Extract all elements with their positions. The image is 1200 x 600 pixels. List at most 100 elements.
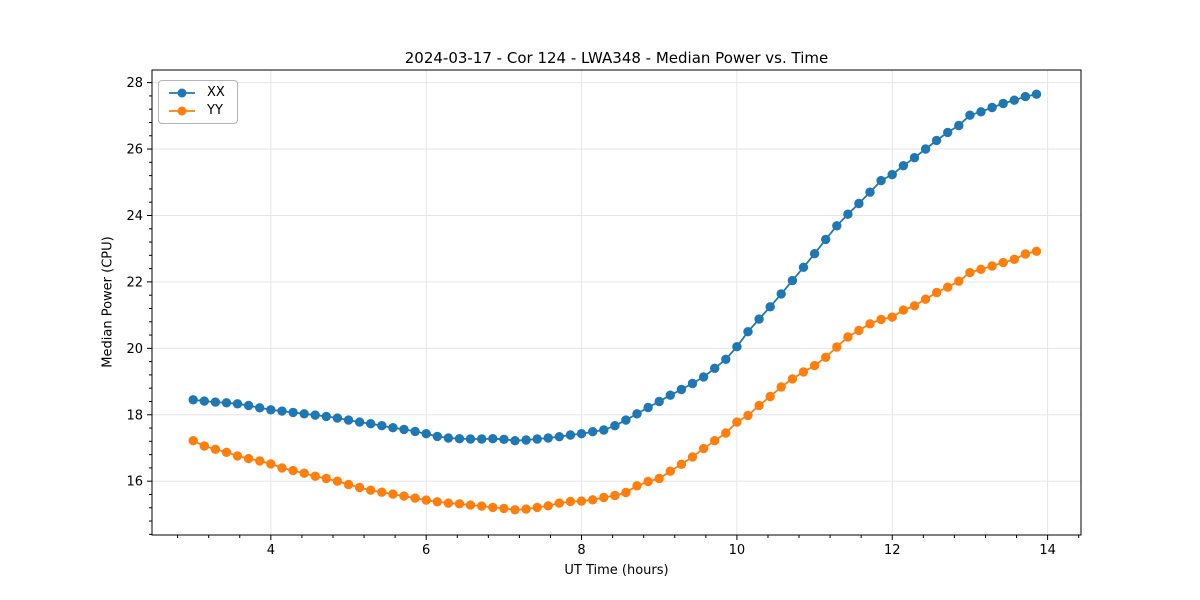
legend-label-yy: YY xyxy=(207,103,223,118)
series-xx-point xyxy=(710,363,720,373)
series-xx-point xyxy=(754,314,764,324)
series-yy-point xyxy=(710,436,720,446)
series-xx-point xyxy=(399,424,409,435)
series-yy-point xyxy=(765,391,775,402)
series-xx-point xyxy=(454,434,465,444)
series-yy-point xyxy=(499,503,509,514)
legend-swatch-dot xyxy=(177,106,187,116)
series-xx-point xyxy=(665,390,675,400)
series-xx-point xyxy=(787,275,798,286)
series-yy-point xyxy=(998,257,1008,268)
series-xx-point xyxy=(843,209,853,219)
series-yy xyxy=(188,246,1042,515)
series-yy-point xyxy=(743,410,753,421)
series-xx-point xyxy=(976,107,986,117)
series-xx-point xyxy=(698,372,709,382)
series-xx-point xyxy=(954,120,964,131)
ticks xyxy=(147,82,1080,540)
series-yy-point xyxy=(976,264,986,274)
x-tick-label: 14 xyxy=(1039,543,1056,558)
x-tick-label: 10 xyxy=(729,543,746,558)
y-tick-label: 26 xyxy=(126,143,143,158)
series-yy-point xyxy=(510,505,520,515)
series-yy-point xyxy=(343,479,354,490)
series-xx-point xyxy=(321,411,331,422)
series-yy-point xyxy=(676,459,687,469)
series-yy-point xyxy=(299,468,309,478)
series-yy-point xyxy=(621,487,631,498)
series-xx-point xyxy=(1031,89,1042,99)
legend-line-marker-icon xyxy=(169,88,195,98)
series-yy-point xyxy=(255,456,265,466)
series-yy-point xyxy=(432,497,442,507)
series-yy-point xyxy=(876,314,886,325)
series-yy-point xyxy=(643,476,653,487)
series-xx-point xyxy=(610,421,620,431)
series-xx-point xyxy=(765,302,775,312)
series-xx-point xyxy=(310,410,320,420)
series-yy-point xyxy=(754,400,764,411)
series-xx-point xyxy=(421,429,431,439)
series-yy-point xyxy=(477,501,487,511)
series-xx-point xyxy=(554,432,564,442)
chart-title: 2024-03-17 - Cor 124 - LWA348 - Median P… xyxy=(404,49,829,67)
series-yy-point xyxy=(465,500,476,510)
series-yy-point xyxy=(354,482,365,493)
series-yy-point xyxy=(776,382,786,392)
series-yy-point xyxy=(421,495,431,505)
series-xx-point xyxy=(832,221,842,231)
series-xx-point xyxy=(255,403,265,413)
series-xx-point xyxy=(477,434,487,444)
series-yy-point xyxy=(588,495,598,505)
series-yy-point xyxy=(288,465,298,476)
series-xx-point xyxy=(488,434,498,444)
series-xx-point xyxy=(510,436,520,446)
series-xx-point xyxy=(588,427,598,437)
series-xx-point xyxy=(1020,91,1031,102)
series-yy-point xyxy=(565,496,576,507)
series-yy-point xyxy=(898,305,909,315)
series-xx-point xyxy=(909,153,920,163)
series-xx-point xyxy=(854,198,864,209)
series-yy-point xyxy=(787,374,798,384)
series-xx-point xyxy=(499,434,509,444)
series-xx-point xyxy=(199,396,209,406)
series-xx-point xyxy=(366,419,376,429)
y-tick-label: 16 xyxy=(126,475,143,490)
series-yy-point xyxy=(632,481,642,491)
legend-label-xx: XX xyxy=(207,85,225,100)
x-tick-label: 12 xyxy=(884,543,901,558)
series-yy-point xyxy=(987,261,997,271)
series-yy-point xyxy=(576,496,587,506)
series-xx-point xyxy=(920,144,931,154)
series-yy-point xyxy=(687,452,698,462)
series-yy-point xyxy=(610,490,620,501)
series-yy-point xyxy=(332,476,343,486)
series-xx-point xyxy=(410,426,420,437)
series-xx-point xyxy=(277,406,287,416)
series-xx-point xyxy=(687,378,698,389)
series-xx-point xyxy=(676,384,687,395)
series-yy-point xyxy=(732,417,742,427)
series-xx-point xyxy=(743,327,753,337)
series-yy-point xyxy=(543,501,553,511)
series-yy-point xyxy=(210,444,221,454)
series-yy-point xyxy=(909,301,920,311)
series-xx-point xyxy=(998,98,1008,109)
series-xx-point xyxy=(732,342,742,352)
series-yy-point xyxy=(243,453,254,464)
series-xx-point xyxy=(599,425,609,435)
series-yy-point xyxy=(931,287,942,298)
x-tick-label: 8 xyxy=(577,543,585,558)
legend-item-xx: XX xyxy=(167,86,225,100)
x-tick-label: 6 xyxy=(422,543,430,558)
series-yy-point xyxy=(532,502,542,513)
series-xx-point xyxy=(898,161,909,171)
series-yy-point xyxy=(410,493,420,503)
legend-swatch-dot xyxy=(177,88,187,98)
series-yy-point xyxy=(665,466,675,476)
series-xx-point xyxy=(809,249,820,259)
series-xx-point xyxy=(288,407,298,418)
series-yy-line xyxy=(192,250,1037,511)
